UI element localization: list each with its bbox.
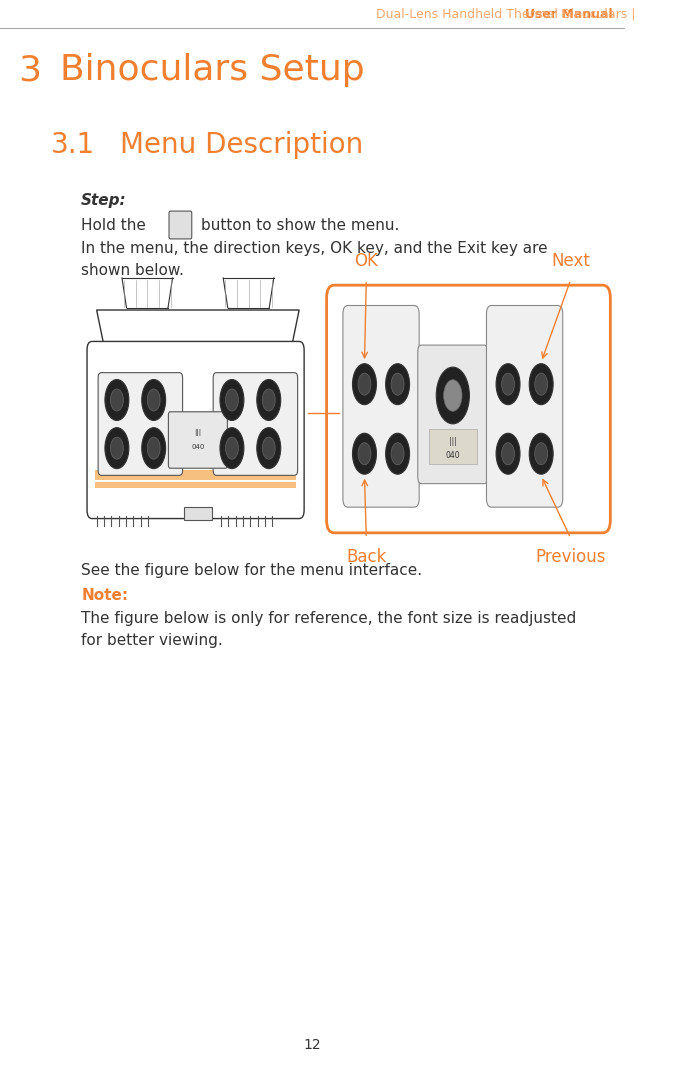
Text: Step:: Step:	[81, 193, 127, 208]
Text: User Manual: User Manual	[525, 7, 612, 20]
Circle shape	[352, 364, 376, 404]
Circle shape	[496, 364, 520, 404]
Circle shape	[225, 389, 238, 411]
FancyBboxPatch shape	[343, 306, 419, 507]
Bar	[95, 483, 296, 488]
Text: for better viewing.: for better viewing.	[81, 632, 223, 647]
Circle shape	[358, 373, 371, 395]
Circle shape	[443, 380, 462, 411]
Circle shape	[111, 438, 124, 459]
Text: Note:: Note:	[81, 587, 128, 602]
Text: button to show the menu.: button to show the menu.	[200, 217, 399, 232]
Text: Hold the: Hold the	[81, 217, 146, 232]
Circle shape	[386, 364, 409, 404]
Circle shape	[111, 389, 124, 411]
Circle shape	[147, 389, 160, 411]
Text: See the figure below for the menu interface.: See the figure below for the menu interf…	[81, 563, 422, 578]
FancyBboxPatch shape	[98, 372, 183, 475]
Circle shape	[391, 373, 404, 395]
Bar	[95, 470, 296, 480]
Text: 3: 3	[18, 54, 41, 87]
Circle shape	[358, 443, 371, 464]
Bar	[429, 429, 477, 464]
Circle shape	[105, 428, 129, 469]
Circle shape	[262, 438, 275, 459]
Text: Menu Description: Menu Description	[120, 131, 363, 159]
Circle shape	[220, 380, 244, 421]
Polygon shape	[96, 310, 299, 355]
Text: Previous: Previous	[535, 549, 606, 566]
FancyBboxPatch shape	[87, 341, 304, 519]
Circle shape	[535, 443, 548, 464]
Circle shape	[220, 428, 244, 469]
Circle shape	[502, 443, 515, 464]
Text: shown below.: shown below.	[81, 262, 184, 277]
Text: 3.1: 3.1	[51, 131, 95, 159]
FancyBboxPatch shape	[169, 211, 191, 239]
Text: Back: Back	[346, 549, 386, 566]
Text: Dual-Lens Handheld Thermal Binoculars |: Dual-Lens Handheld Thermal Binoculars |	[376, 7, 640, 20]
Text: 040: 040	[191, 444, 204, 450]
Circle shape	[391, 443, 404, 464]
FancyBboxPatch shape	[327, 286, 610, 533]
Text: OK: OK	[354, 251, 378, 270]
Circle shape	[105, 380, 129, 421]
Circle shape	[257, 380, 280, 421]
Circle shape	[529, 364, 553, 404]
Text: In the menu, the direction keys, OK key, and the Exit key are: In the menu, the direction keys, OK key,…	[81, 241, 548, 256]
Circle shape	[225, 438, 238, 459]
Text: 12: 12	[304, 1038, 321, 1052]
Text: Next: Next	[551, 251, 590, 270]
Circle shape	[147, 438, 160, 459]
Text: |||: |||	[194, 429, 202, 435]
Bar	[184, 507, 212, 520]
Circle shape	[529, 433, 553, 474]
FancyBboxPatch shape	[168, 412, 227, 469]
Circle shape	[535, 373, 548, 395]
FancyBboxPatch shape	[418, 346, 488, 484]
Circle shape	[142, 428, 166, 469]
Text: 040: 040	[445, 452, 460, 460]
Circle shape	[142, 380, 166, 421]
FancyBboxPatch shape	[486, 306, 563, 507]
Text: The figure below is only for reference, the font size is readjusted: The figure below is only for reference, …	[81, 611, 576, 626]
FancyBboxPatch shape	[213, 372, 297, 475]
Text: Binoculars Setup: Binoculars Setup	[60, 54, 365, 87]
Circle shape	[496, 433, 520, 474]
Circle shape	[502, 373, 515, 395]
Circle shape	[437, 367, 469, 424]
Text: |||: |||	[449, 438, 457, 446]
Circle shape	[257, 428, 280, 469]
Circle shape	[386, 433, 409, 474]
Circle shape	[262, 389, 275, 411]
Circle shape	[352, 433, 376, 474]
